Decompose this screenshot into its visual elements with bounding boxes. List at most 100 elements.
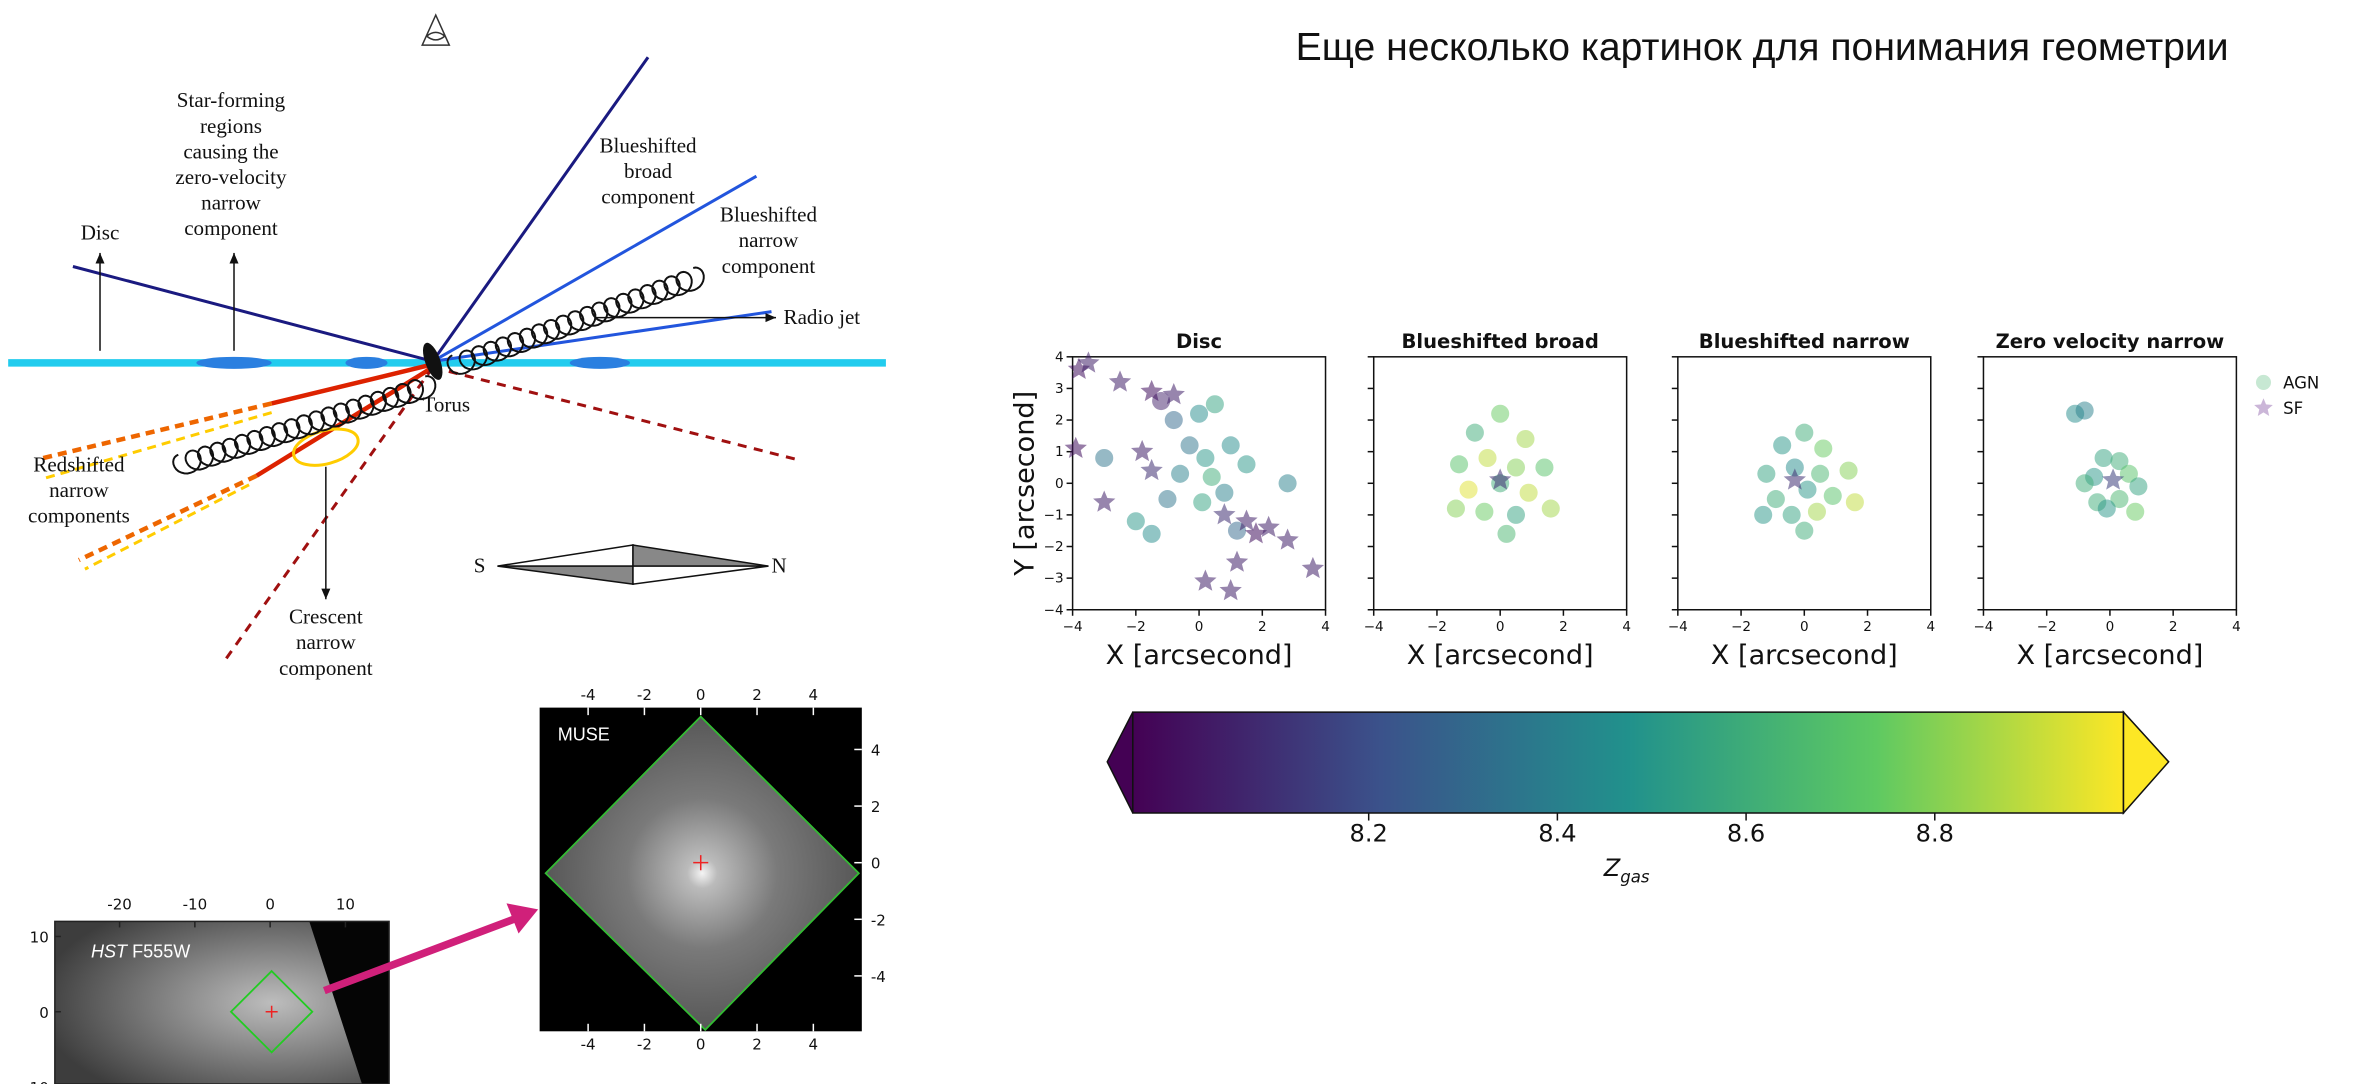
diagram-labels: Star-formingregionscausing thezero-veloc… <box>28 88 860 680</box>
cloud <box>345 357 387 369</box>
tick-label: 2 <box>1258 619 1267 635</box>
cone-line <box>433 176 757 361</box>
diagram-label: component <box>184 216 278 240</box>
point <box>1497 525 1515 543</box>
jet-spring <box>447 268 703 374</box>
legend-label: SF <box>2283 399 2303 418</box>
image-label: MUSE <box>558 725 610 745</box>
point <box>1507 458 1525 476</box>
tick-label: 4 <box>2232 619 2241 635</box>
tick-label: 0 <box>696 686 706 704</box>
tick-label: 8.4 <box>1538 820 1576 848</box>
diagram-label: zero-velocity <box>175 165 287 189</box>
y-axis-label: Y [arcsecond] <box>1009 391 1040 577</box>
point <box>1190 405 1208 423</box>
cone-line <box>433 312 772 362</box>
tick-label: 2 <box>871 798 881 816</box>
tick-label: 0 <box>2106 619 2115 635</box>
diagram-label: narrow <box>296 630 356 654</box>
tick-label: 4 <box>1055 349 1064 365</box>
x-axis-label: X [arcsecond] <box>1106 640 1293 671</box>
point <box>1196 449 1214 467</box>
image-label: HST F555W <box>91 942 190 962</box>
cone-line <box>73 266 433 361</box>
diagram-label: causing the <box>183 139 278 163</box>
legend-label: AGN <box>2283 373 2319 392</box>
tick-label: 0 <box>696 1035 706 1053</box>
x-axis-label: X [arcsecond] <box>1407 640 1594 671</box>
tick-label: 2 <box>1863 619 1872 635</box>
colorbar-label: Zgas <box>1603 854 1650 886</box>
jet-spring <box>173 376 435 473</box>
tick-label: 0 <box>1496 619 1505 635</box>
point <box>1193 493 1211 511</box>
panel-title: Blueshifted broad <box>1402 330 1599 353</box>
point <box>1466 424 1484 442</box>
point <box>1460 481 1478 499</box>
tick-label: −1 <box>1044 507 1064 523</box>
tick-label: 2 <box>752 1035 762 1053</box>
diagram-label: broad <box>624 159 672 183</box>
point <box>1754 506 1772 524</box>
point <box>1215 484 1233 502</box>
tick-label: −2 <box>1427 619 1447 635</box>
tick-label: −4 <box>1668 619 1688 635</box>
point <box>2076 474 2094 492</box>
x-axis-label: X [arcsecond] <box>2016 640 2203 671</box>
tick-label: 0 <box>39 1004 49 1022</box>
colorbar-label: gas <box>1620 867 1650 886</box>
tick-label: −4 <box>1364 619 1384 635</box>
tick-label: -4 <box>871 968 886 986</box>
point <box>2095 449 2113 467</box>
point <box>2098 500 2116 518</box>
diagram-label: Crescent <box>289 605 363 629</box>
diagram-label: Redshifted <box>33 453 125 477</box>
point <box>1507 506 1525 524</box>
diagram-label: Star-forming <box>177 88 286 112</box>
muse-image: MUSE <box>540 708 862 1032</box>
tick-label: -10 <box>24 1079 49 1084</box>
point <box>1757 465 1775 483</box>
point <box>1824 487 1842 505</box>
tick-label: 0 <box>1195 619 1204 635</box>
point <box>1798 481 1816 499</box>
tick-label: 0 <box>1055 476 1064 492</box>
point <box>1447 500 1465 518</box>
point <box>1795 424 1813 442</box>
tick-label: 10 <box>30 928 49 946</box>
tick-label: 0 <box>871 855 881 873</box>
colorbar: 8.28.48.68.8Zgas <box>1107 712 2168 886</box>
point <box>1542 500 1560 518</box>
point <box>1450 455 1468 473</box>
compass <box>633 566 769 584</box>
tick-label: 2 <box>2169 619 2178 635</box>
colorbar-body <box>1133 712 2124 813</box>
panel-title: Blueshifted narrow <box>1699 330 1910 353</box>
point <box>1203 468 1221 486</box>
point <box>1127 512 1145 530</box>
tick-label: 2 <box>1055 413 1064 429</box>
diagram-label: component <box>601 185 695 209</box>
diagram-label: S <box>474 553 486 577</box>
tick-label: 4 <box>809 686 819 704</box>
tick-label: 0 <box>265 895 275 913</box>
diagram-label: components <box>28 504 130 528</box>
point <box>2126 503 2144 521</box>
tick-label: −2 <box>1731 619 1751 635</box>
tick-label: −4 <box>1973 619 1993 635</box>
point <box>1814 439 1832 457</box>
legend-marker <box>2254 398 2273 416</box>
point <box>1520 484 1538 502</box>
tick-label: 8.8 <box>1916 820 1954 848</box>
panel-title: Disc <box>1176 330 1222 353</box>
diagram-label: narrow <box>201 191 261 215</box>
cone-line <box>433 367 796 459</box>
diagram <box>8 15 886 662</box>
point <box>1181 436 1199 454</box>
panel-title: Zero velocity narrow <box>1996 330 2225 353</box>
scatter-panel: Blueshifted broadX [arcsecond]−4−2024 <box>1364 330 1631 671</box>
point <box>1143 525 1161 543</box>
tick-label: 3 <box>1055 381 1064 397</box>
tick-label: −4 <box>1063 619 1083 635</box>
tick-label: -2 <box>637 1035 652 1053</box>
